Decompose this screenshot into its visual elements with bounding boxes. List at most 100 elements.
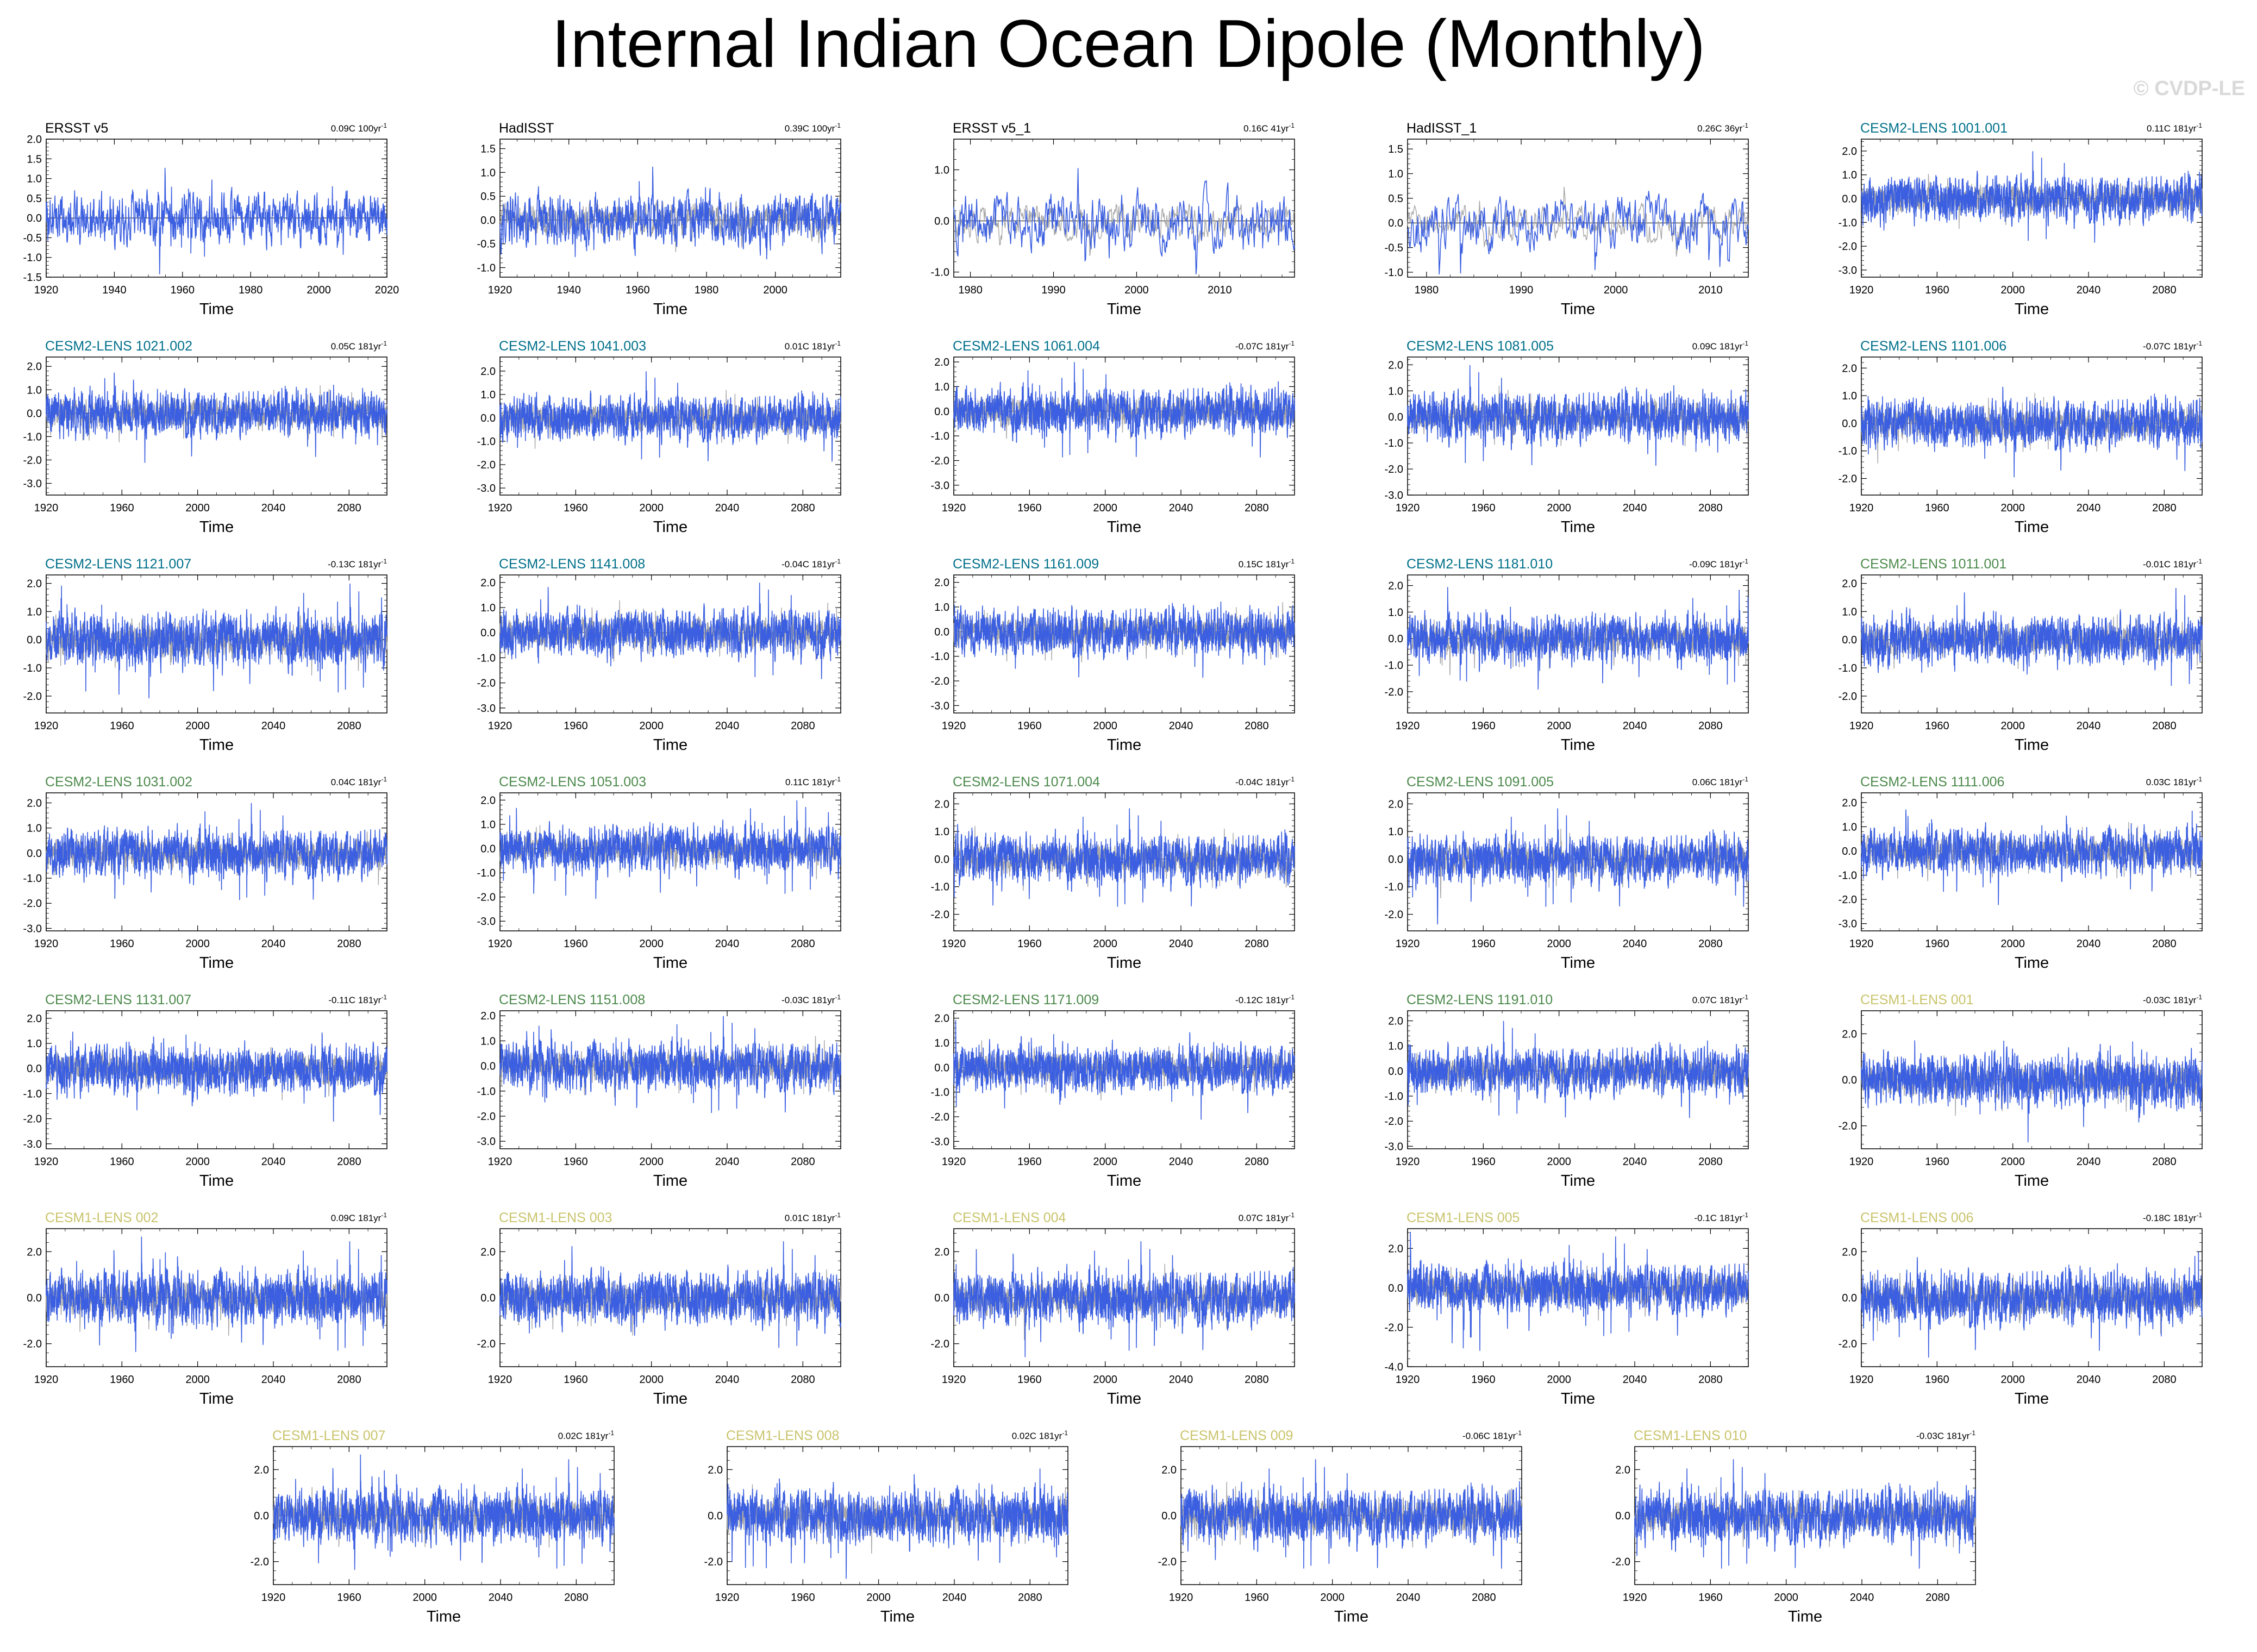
x-tick-label: 1960 <box>564 720 588 732</box>
y-tick-label: -3.0 <box>23 1138 42 1150</box>
panel-title: CESM2-LENS 1151.008 <box>499 992 645 1008</box>
y-tick-label: 1.0 <box>480 389 496 401</box>
x-tick-label: 2080 <box>1698 1156 1723 1168</box>
y-tick-label: 0.0 <box>1388 1066 1403 1078</box>
trend-exponent: -1 <box>835 340 841 347</box>
x-tick-label: 2000 <box>307 284 331 296</box>
x-tick-label: 2080 <box>2152 502 2177 514</box>
panel-title: HadISST <box>499 121 554 136</box>
x-tick-label: 1990 <box>1509 284 1534 296</box>
y-tick-label: -2.0 <box>931 455 949 467</box>
x-tick-label: 1920 <box>34 1374 59 1386</box>
x-axis-title: Time <box>199 1390 234 1407</box>
x-tick-label: 1990 <box>1041 284 1066 296</box>
panel-title: CESM2-LENS 1101.006 <box>1860 339 2006 354</box>
y-tick-label: -1.0 <box>1839 446 1857 458</box>
y-tick-label: 2.0 <box>1842 1246 1857 1258</box>
x-axis-title: Time <box>1561 1172 1595 1190</box>
x-tick-label: 1960 <box>1017 502 1042 514</box>
x-tick-label: 2080 <box>1472 1592 1496 1604</box>
index-series-line <box>499 1241 841 1348</box>
y-tick-label: -1.0 <box>477 867 496 879</box>
y-tick-label: 1.0 <box>1388 1041 1403 1053</box>
y-tick-label: 2.0 <box>934 356 949 368</box>
chart-panel-16: CESM2-LENS 1031.002 0.04C 181yr-1 2.0 1.0 0.… <box>23 774 387 972</box>
y-tick-label: -1.0 <box>477 652 496 664</box>
trend-exponent: -1 <box>1289 558 1295 565</box>
y-tick-label: -1.5 <box>23 272 42 284</box>
x-tick-label: 1920 <box>34 720 59 732</box>
y-tick-label: 0.0 <box>27 1063 42 1075</box>
x-tick-label: 2000 <box>185 938 210 950</box>
x-tick-label: 1960 <box>1698 1592 1723 1604</box>
trend-exponent: -1 <box>608 1429 614 1437</box>
y-tick-label: -2.0 <box>1385 909 1403 921</box>
y-tick-label: -3.0 <box>1385 490 1403 502</box>
y-tick-label: -2.0 <box>23 691 42 703</box>
chart-panel-18: CESM2-LENS 1071.004 -0.04C 181yr-1 2.0 1.0 0… <box>931 774 1295 972</box>
index-series-line <box>727 1468 1068 1579</box>
y-tick-label: -2.0 <box>931 909 949 921</box>
y-tick-label: 0.0 <box>934 216 949 228</box>
x-tick-label: 2010 <box>1208 284 1232 296</box>
x-tick-label: 1960 <box>110 720 134 732</box>
y-tick-label: -3.0 <box>477 916 496 928</box>
x-tick-label: 2000 <box>1093 1374 1117 1386</box>
y-tick-label: -0.5 <box>477 239 496 251</box>
x-tick-label: 1960 <box>791 1592 815 1604</box>
x-tick-label: 2040 <box>1396 1592 1421 1604</box>
y-tick-label: -1.0 <box>1839 662 1857 674</box>
y-tick-label: 0.0 <box>934 854 949 866</box>
y-tick-label: -2.0 <box>1612 1556 1630 1568</box>
y-tick-label: -0.5 <box>1385 242 1403 254</box>
y-tick-label: -3.0 <box>23 478 42 490</box>
x-tick-label: 1960 <box>171 284 195 296</box>
y-tick-label: -0.5 <box>23 232 42 244</box>
y-tick-label: -1.0 <box>23 662 42 674</box>
index-series-line <box>46 583 387 699</box>
y-tick-label: 0.5 <box>27 193 42 205</box>
x-tick-label: 1960 <box>110 938 134 950</box>
x-tick-label: 2080 <box>1925 1592 1950 1604</box>
panel-title: CESM1-LENS 009 <box>1180 1428 1293 1443</box>
y-tick-label: 1.0 <box>934 826 949 838</box>
y-tick-label: 2.0 <box>27 578 42 590</box>
y-tick-label: 0.0 <box>1388 1282 1403 1294</box>
x-tick-label: 2080 <box>1698 938 1723 950</box>
y-tick-label: 0.0 <box>27 634 42 646</box>
y-tick-label: -1.0 <box>1839 217 1857 229</box>
index-series-line <box>1407 587 1749 690</box>
trend-label: -0.18C 181yr-1 <box>2143 1211 2202 1223</box>
x-tick-label: 2040 <box>2077 1156 2101 1168</box>
y-tick-label: -2.0 <box>477 678 496 690</box>
panel-title: CESM2-LENS 1121.007 <box>45 556 191 572</box>
x-tick-label: 1920 <box>1396 1374 1420 1386</box>
chart-panel-11: CESM2-LENS 1121.007 -0.13C 181yr-1 2.0 1.0 0… <box>23 556 387 754</box>
x-tick-label: 1980 <box>239 284 263 296</box>
x-tick-label: 1920 <box>1849 1374 1874 1386</box>
x-tick-label: 1960 <box>564 502 588 514</box>
x-tick-label: 1960 <box>1925 938 1949 950</box>
y-tick-label: 0.0 <box>254 1510 269 1522</box>
y-tick-label: -2.0 <box>477 1338 496 1350</box>
panel-title: CESM2-LENS 1041.003 <box>499 339 646 354</box>
x-tick-label: 1920 <box>1396 938 1420 950</box>
x-tick-label: 2000 <box>2000 720 2025 732</box>
panel-title: CESM2-LENS 1051.003 <box>499 774 646 790</box>
x-tick-label: 2080 <box>2152 284 2177 296</box>
y-tick-label: -2.0 <box>1385 1322 1403 1334</box>
x-tick-label: 2020 <box>375 284 399 296</box>
y-tick-label: 2.0 <box>1388 1243 1403 1255</box>
index-series-line <box>499 371 841 462</box>
y-tick-label: 1.0 <box>1388 606 1403 618</box>
x-tick-label: 2000 <box>185 720 210 732</box>
x-tick-label: 2000 <box>1547 938 1571 950</box>
y-tick-label: 2.0 <box>708 1464 723 1476</box>
panel-title: ERSST v5 <box>45 121 108 136</box>
y-tick-label: -2.0 <box>1385 1116 1403 1128</box>
panel-title: CESM2-LENS 1021.002 <box>45 339 192 354</box>
panel-title: CESM1-LENS 002 <box>45 1210 158 1225</box>
y-tick-label: 0.0 <box>27 1292 42 1304</box>
x-axis-title: Time <box>653 1390 687 1407</box>
